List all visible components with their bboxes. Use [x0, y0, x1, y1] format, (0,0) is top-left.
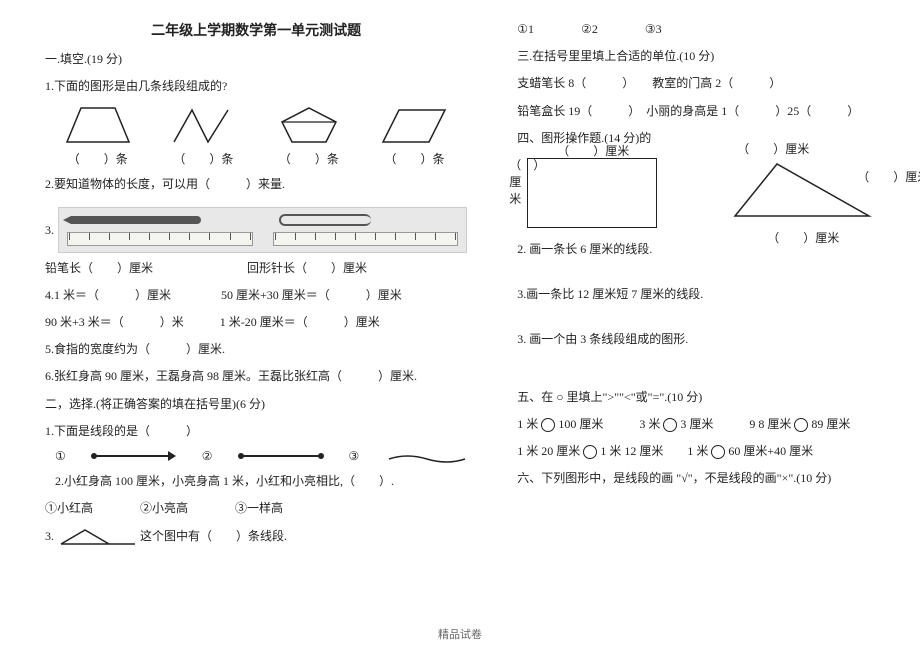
triangle-figure: （ ）厘米 （ ）厘米 （ ）厘米 — [727, 156, 877, 230]
segment2-icon — [241, 451, 321, 461]
triangle-line-icon — [57, 526, 137, 548]
q2-text: 2.要知道物体的长度，可以用（ ）来量. — [45, 175, 467, 194]
s2q2a: ①小红高 — [45, 501, 93, 515]
s2q3: 3. 这个图中有（ ）条线段. — [45, 526, 467, 548]
q3-prefix: 3. — [45, 223, 54, 238]
section5-heading: 五、在 ○ 里填上">""<"或"=".(10 分) — [517, 388, 880, 407]
shape-label: （ ）条 — [384, 150, 444, 167]
tri-bot-label: （ ）厘米 — [767, 229, 839, 246]
s4-figures: （ ）厘米 （ ）厘米 （ ）厘米 （ ）厘米 （ ）厘米 — [527, 156, 880, 230]
page-footer: 精品试卷 — [0, 626, 920, 642]
opt3-label: ③ — [349, 449, 360, 464]
s5a1: 1 米 — [517, 417, 538, 431]
opt1-label: ① — [55, 449, 66, 464]
exam-title: 二年级上学期数学第一单元测试题 — [45, 20, 467, 40]
q4a: 4.1 米＝（ ）厘米 — [45, 288, 171, 302]
circle-blank-icon — [583, 445, 597, 459]
parallelogram-icon — [379, 104, 449, 146]
s5b1: 3 米 — [639, 417, 660, 431]
s5-row1: 1 米 100 厘米 3 米 3 厘米 9 8 厘米 89 厘米 — [517, 415, 880, 434]
pentagon-tri-icon — [274, 104, 344, 146]
section6-heading: 六、下列图形中，是线段的画 "√"，不是线段的画"×".(10 分) — [517, 469, 880, 488]
s2q3-text: 这个图中有（ ）条线段. — [140, 529, 287, 543]
s2q2b: ②小亮高 — [140, 501, 188, 515]
q5-text: 5.食指的宽度约为（ ）厘米. — [45, 340, 467, 359]
tri-top-label: （ ）厘米 — [737, 140, 809, 157]
q4c: 90 米+3 米＝（ ）米 — [45, 315, 184, 329]
s5d1: 1 米 20 厘米 — [517, 444, 580, 458]
left-column: 二年级上学期数学第一单元测试题 一.填空.(19 分) 1.下面的图形是由几条线… — [45, 20, 467, 610]
ruler-figure — [58, 207, 467, 253]
q4-row1: 4.1 米＝（ ）厘米 50 厘米+30 厘米＝（ ）厘米 — [45, 286, 467, 305]
s5b2: 3 厘米 — [680, 417, 713, 431]
opt-c: ③3 — [645, 22, 662, 36]
segment3-icon — [387, 451, 467, 461]
section3-heading: 三.在括号里里填上合适的单位.(10 分) — [517, 47, 880, 66]
circle-blank-icon — [794, 418, 808, 432]
rect-left-label: （ ）厘米 — [509, 156, 525, 207]
s3-row2: 铅笔盒长 19（ ） 小丽的身高是 1（ ）25（ ） — [517, 102, 880, 121]
s2q2-options: ①小红高 ②小亮高 ③一样高 — [45, 499, 467, 518]
opt-b: ②2 — [581, 22, 598, 36]
s5e2: 60 厘米+40 厘米 — [728, 444, 813, 458]
s5c2: 89 厘米 — [811, 417, 850, 431]
s2q3-prefix: 3. — [45, 529, 54, 543]
opt-a: ①1 — [517, 22, 534, 36]
s3-row1: 支蜡笔长 8（ ） 教室的门高 2（ ） — [517, 74, 880, 93]
circle-blank-icon — [663, 418, 677, 432]
right-column: ①1 ②2 ③3 三.在括号里里填上合适的单位.(10 分) 支蜡笔长 8（ ）… — [517, 20, 880, 610]
top-options: ①1 ②2 ③3 — [517, 20, 880, 39]
rect-top-label: （ ）厘米 — [557, 142, 629, 159]
pencil-label: 铅笔长（ ）厘米 — [45, 261, 153, 275]
q6-text: 6.张红身高 90 厘米，王磊身高 98 厘米。王磊比张红高（ ）厘米. — [45, 367, 467, 386]
tri-right-label: （ ）厘米 — [857, 168, 920, 185]
zigzag-icon — [168, 104, 238, 146]
segment1-icon — [94, 451, 174, 461]
circle-blank-icon — [711, 445, 725, 459]
q4-row2: 90 米+3 米＝（ ）米 1 米-20 厘米＝（ ）厘米 — [45, 313, 467, 332]
q1-shapes — [45, 104, 467, 146]
s2q1-text: 1.下面是线段的是（ ） — [45, 422, 467, 441]
shape-label: （ ）条 — [173, 150, 233, 167]
shape-label: （ ）条 — [68, 150, 128, 167]
section2-heading: 二，选择.(将正确答案的填在括号里)(6 分) — [45, 395, 467, 414]
clip-label: 回形针长（ ）厘米 — [247, 261, 367, 275]
shape-label: （ ）条 — [279, 150, 339, 167]
pencil-ruler — [67, 212, 253, 248]
s2q2-text: 2.小红身高 100 厘米，小亮身高 1 米，小红和小亮相比,（ ）. — [45, 472, 467, 491]
q4d: 1 米-20 厘米＝（ ）厘米 — [220, 315, 380, 329]
clip-ruler — [273, 212, 459, 248]
s5c1: 9 8 厘米 — [749, 417, 791, 431]
s4q4-text: 3. 画一个由 3 条线段组成的图形. — [517, 330, 880, 349]
q1-text: 1.下面的图形是由几条线段组成的? — [45, 77, 467, 96]
s5a2: 100 厘米 — [558, 417, 603, 431]
s5-row2: 1 米 20 厘米 1 米 12 厘米 1 米 60 厘米+40 厘米 — [517, 442, 880, 461]
s2q2c: ③一样高 — [235, 501, 283, 515]
circle-blank-icon — [541, 418, 555, 432]
s5e1: 1 米 — [687, 444, 708, 458]
q3-answers: 铅笔长（ ）厘米 回形针长（ ）厘米 — [45, 259, 467, 278]
s4q3-text: 3.画一条比 12 厘米短 7 厘米的线段. — [517, 285, 880, 304]
trapezoid-icon — [63, 104, 133, 146]
rect-figure: （ ）厘米 （ ）厘米 — [527, 158, 657, 228]
s2q1-options: ① ② ③ — [55, 449, 467, 464]
q1-labels: （ ）条 （ ）条 （ ）条 （ ）条 — [45, 150, 467, 167]
section1-heading: 一.填空.(19 分) — [45, 50, 467, 69]
s5d2: 1 米 12 厘米 — [600, 444, 663, 458]
q4b: 50 厘米+30 厘米＝（ ）厘米 — [221, 288, 402, 302]
opt2-label: ② — [202, 449, 213, 464]
